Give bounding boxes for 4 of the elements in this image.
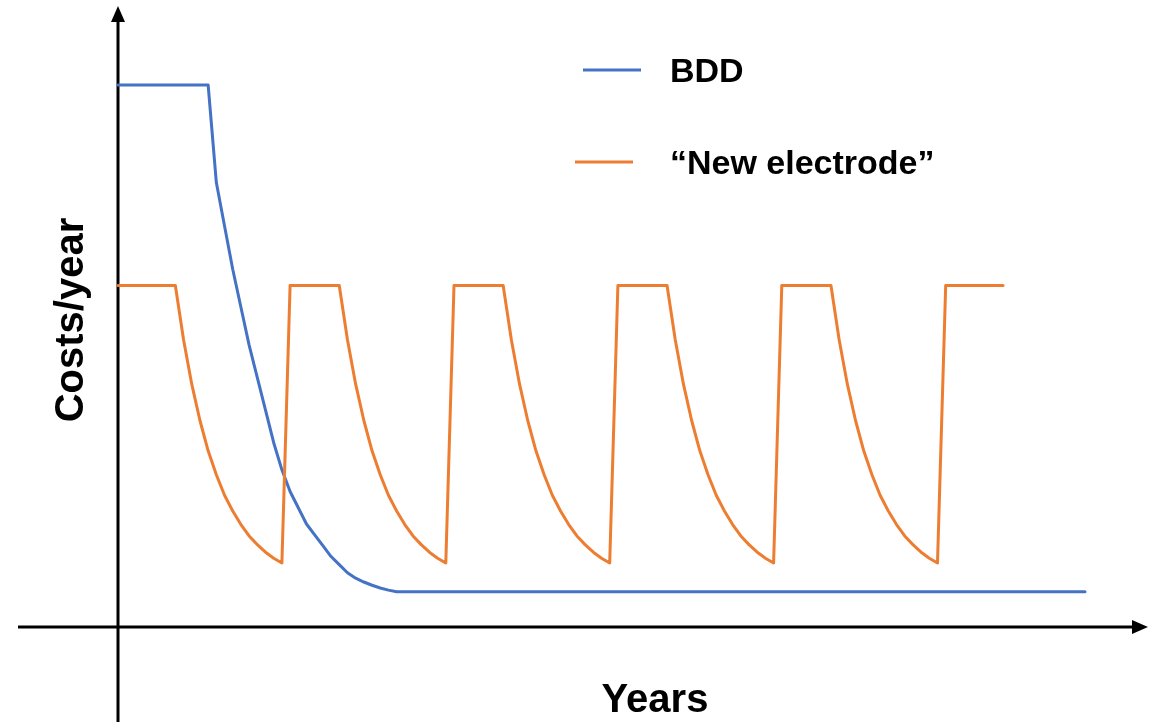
- x-axis-title: Years: [601, 676, 709, 720]
- y-axis-title: Costs/year: [47, 217, 91, 423]
- legend-label: BDD: [670, 51, 744, 89]
- legend-label: “New electrode”: [670, 143, 935, 181]
